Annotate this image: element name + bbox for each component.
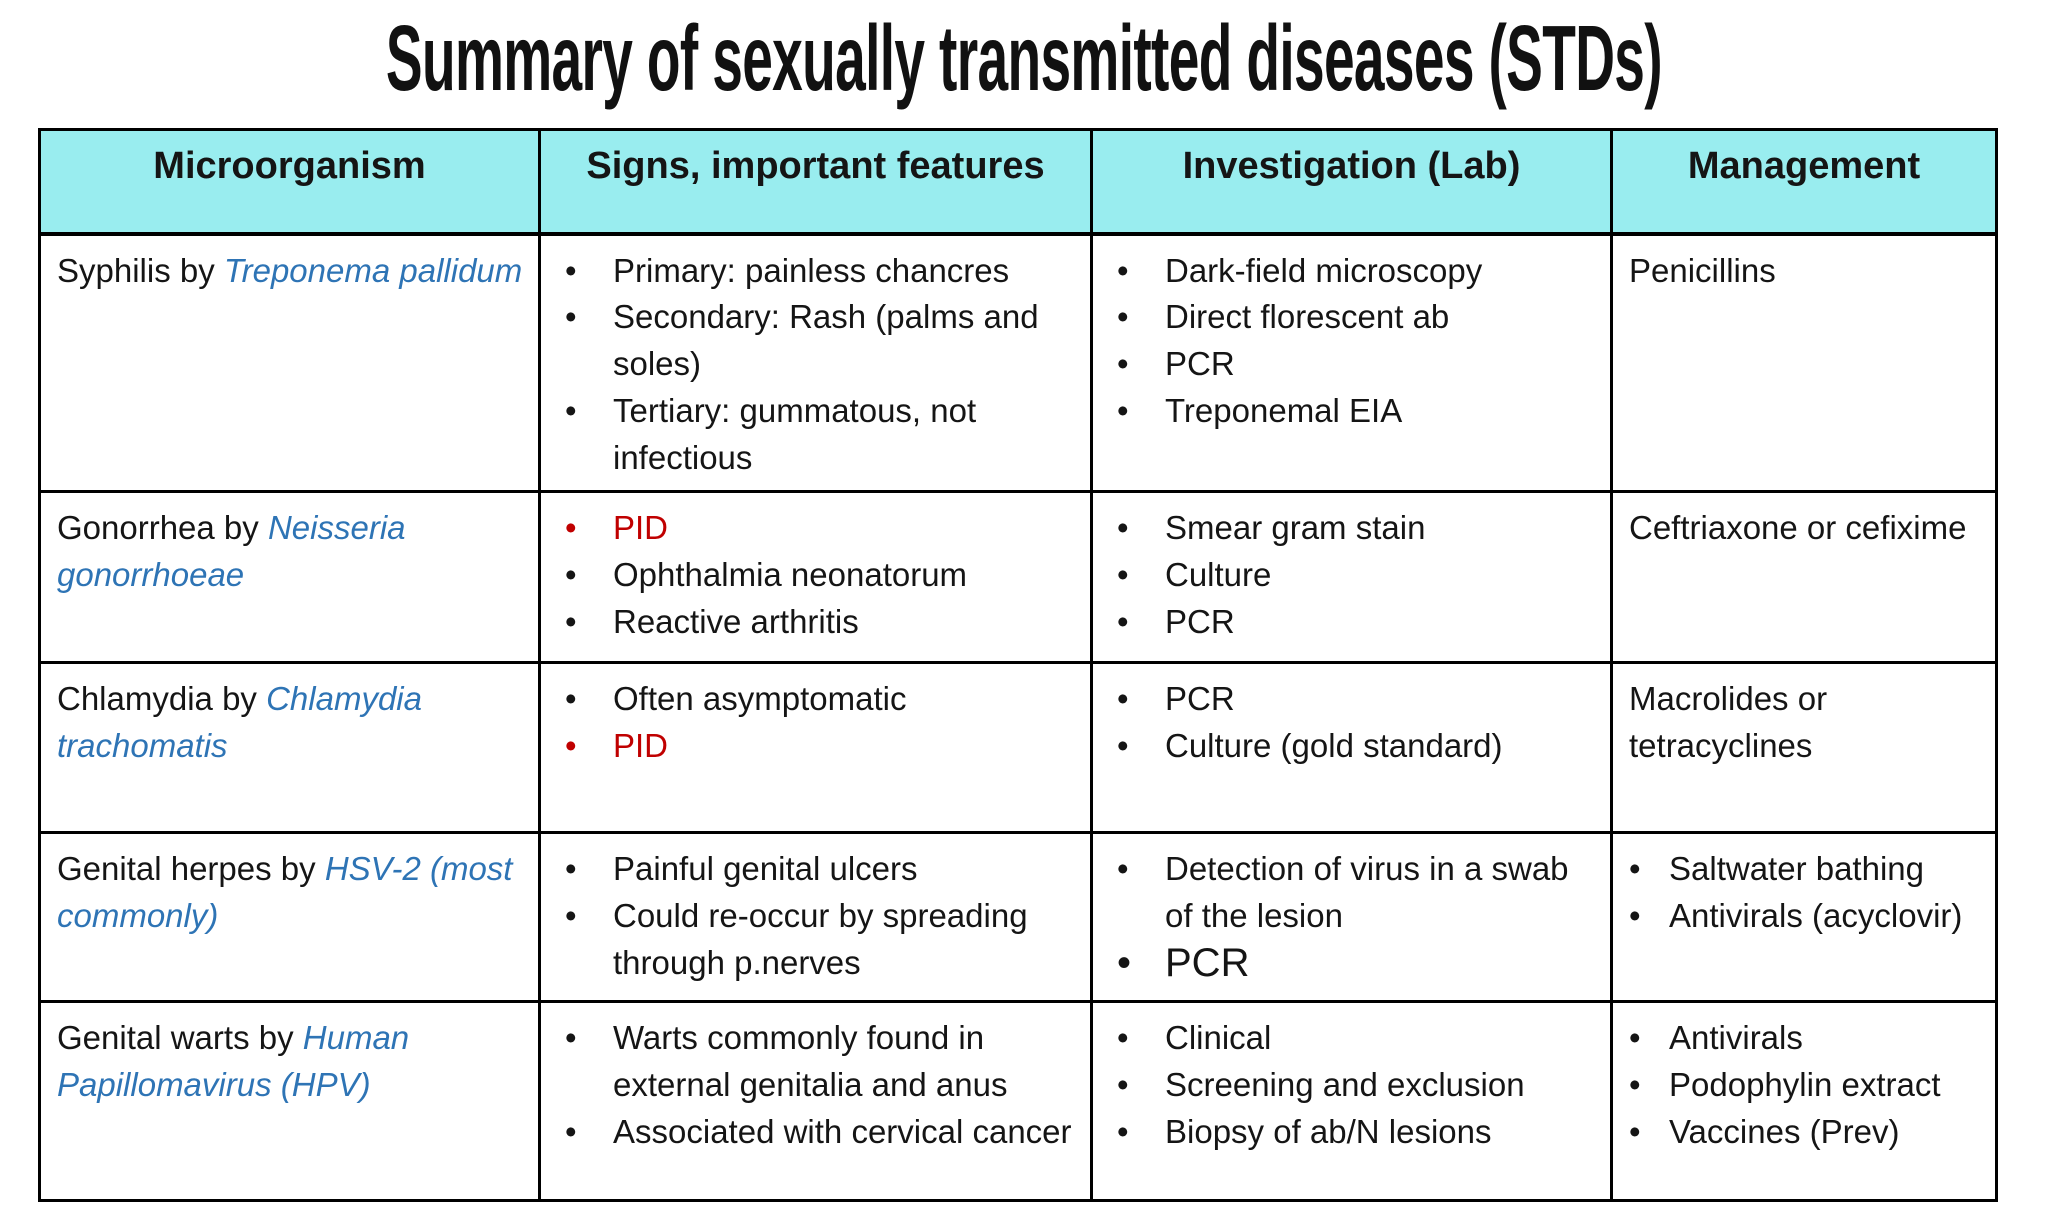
investigation-cell: Smear gram stain Culture PCR xyxy=(1090,489,1613,664)
list-item: Antivirals (acyclovir) xyxy=(1613,893,1989,940)
organism-cell: Chlamydia by Chlamydia trachomatis xyxy=(38,660,541,834)
investigation-list: Dark-field microscopy Direct florescent … xyxy=(1093,236,1610,443)
std-summary-table: Microorganism Signs, important features … xyxy=(38,128,1998,1202)
management-cell: Ceftriaxone or cefixime xyxy=(1610,489,1998,664)
organism-name: Treponema pallidum xyxy=(223,251,523,289)
list-item: Podophylin extract xyxy=(1613,1062,1989,1109)
col-header-investigation: Investigation (Lab) xyxy=(1090,128,1613,236)
list-item: Detection of virus in a swab of the lesi… xyxy=(1093,846,1604,940)
management-cell: Penicillins xyxy=(1610,232,1998,493)
investigation-cell: Dark-field microscopy Direct florescent … xyxy=(1090,232,1613,493)
list-item: PCR xyxy=(1093,940,1604,987)
list-item: Warts commonly found in external genital… xyxy=(541,1015,1084,1109)
list-item: Screening and exclusion xyxy=(1093,1062,1604,1109)
list-item: Clinical xyxy=(1093,1015,1604,1062)
disease-name: Gonorrhea by xyxy=(57,508,268,546)
investigation-list: Smear gram stain Culture PCR xyxy=(1093,493,1610,654)
table-row-gonorrhea: Gonorrhea by Neisseria gonorrhoeae PID O… xyxy=(38,489,1998,664)
list-item: Antivirals xyxy=(1613,1015,1989,1062)
list-item: Culture xyxy=(1093,552,1604,599)
list-item: Ophthalmia neonatorum xyxy=(541,552,1084,599)
management-text: Macrolides or tetracyclines xyxy=(1629,679,1828,764)
list-item: Saltwater bathing xyxy=(1613,846,1989,893)
management-cell: Antivirals Podophylin extract Vaccines (… xyxy=(1610,999,1998,1202)
signs-cell: Primary: painless chancres Secondary: Ra… xyxy=(538,232,1093,493)
management-list: Saltwater bathing Antivirals (acyclovir) xyxy=(1613,834,1995,948)
disease-name: Chlamydia by xyxy=(57,679,267,717)
organism-cell: Syphilis by Treponema pallidum xyxy=(38,232,541,493)
management-list: Antivirals Podophylin extract Vaccines (… xyxy=(1613,1003,1995,1164)
organism-cell: Genital herpes by HSV-2 (most commonly) xyxy=(38,830,541,1003)
list-item: PCR xyxy=(1093,599,1604,646)
investigation-list: PCR Culture (gold standard) xyxy=(1093,664,1610,778)
table-row-genital-herpes: Genital herpes by HSV-2 (most commonly) … xyxy=(38,830,1998,1003)
signs-cell: Painful genital ulcers Could re-occur by… xyxy=(538,830,1093,1003)
signs-list: Primary: painless chancres Secondary: Ra… xyxy=(541,236,1090,490)
page-title: Summary of sexually transmitted diseases… xyxy=(385,7,1663,111)
signs-cell: Warts commonly found in external genital… xyxy=(538,999,1093,1202)
col-header-signs: Signs, important features xyxy=(538,128,1093,236)
page-title-wrap: Summary of sexually transmitted diseases… xyxy=(0,6,2048,111)
signs-list: PID Ophthalmia neonatorum Reactive arthr… xyxy=(541,493,1090,654)
organism-name: Human Papillomavirus (HPV) xyxy=(57,1018,410,1103)
list-item: Biopsy of ab/N lesions xyxy=(1093,1109,1604,1156)
signs-list: Warts commonly found in external genital… xyxy=(541,1003,1090,1164)
investigation-list: Detection of virus in a swab of the lesi… xyxy=(1093,834,1610,995)
list-item: Secondary: Rash (palms and soles) xyxy=(541,294,1084,388)
organism-name: HSV-2 (most commonly) xyxy=(57,849,513,934)
investigation-cell: Clinical Screening and exclusion Biopsy … xyxy=(1090,999,1613,1202)
list-item: Treponemal EIA xyxy=(1093,388,1604,435)
list-item: Culture (gold standard) xyxy=(1093,723,1604,770)
organism-cell: Gonorrhea by Neisseria gonorrhoeae xyxy=(38,489,541,664)
list-item: Tertiary: gummatous, not infectious xyxy=(541,388,1084,482)
list-item: PID xyxy=(541,723,1084,770)
disease-name: Syphilis by xyxy=(57,251,224,289)
disease-name: Genital warts by xyxy=(57,1018,303,1056)
col-header-microorganism: Microorganism xyxy=(38,128,541,236)
table-row-genital-warts: Genital warts by Human Papillomavirus (H… xyxy=(38,999,1998,1202)
list-item: Could re-occur by spreading through p.ne… xyxy=(541,893,1084,987)
list-item: Often asymptomatic xyxy=(541,676,1084,723)
list-item: PID xyxy=(541,505,1084,552)
signs-cell: Often asymptomatic PID xyxy=(538,660,1093,834)
col-header-management: Management xyxy=(1610,128,1998,236)
organism-name: Chlamydia trachomatis xyxy=(57,679,422,764)
list-item: Direct florescent ab xyxy=(1093,294,1604,341)
organism-name: Neisseria gonorrhoeae xyxy=(57,508,406,593)
table-row-syphilis: Syphilis by Treponema pallidum Primary: … xyxy=(38,232,1998,493)
management-text: Ceftriaxone or cefixime xyxy=(1629,508,1967,546)
investigation-list: Clinical Screening and exclusion Biopsy … xyxy=(1093,1003,1610,1164)
disease-name: Genital herpes by xyxy=(57,849,325,887)
list-item: Primary: painless chancres xyxy=(541,248,1084,295)
header-row: Microorganism Signs, important features … xyxy=(38,128,1998,236)
organism-cell: Genital warts by Human Papillomavirus (H… xyxy=(38,999,541,1202)
list-item: Associated with cervical cancer xyxy=(541,1109,1084,1156)
signs-list: Painful genital ulcers Could re-occur by… xyxy=(541,834,1090,995)
signs-list: Often asymptomatic PID xyxy=(541,664,1090,778)
list-item: Smear gram stain xyxy=(1093,505,1604,552)
list-item: Reactive arthritis xyxy=(541,599,1084,646)
list-item: PCR xyxy=(1093,341,1604,388)
management-cell: Macrolides or tetracyclines xyxy=(1610,660,1998,834)
management-cell: Saltwater bathing Antivirals (acyclovir) xyxy=(1610,830,1998,1003)
signs-cell: PID Ophthalmia neonatorum Reactive arthr… xyxy=(538,489,1093,664)
investigation-cell: PCR Culture (gold standard) xyxy=(1090,660,1613,834)
table-row-chlamydia: Chlamydia by Chlamydia trachomatis Often… xyxy=(38,660,1998,834)
list-item: Dark-field microscopy xyxy=(1093,248,1604,295)
list-item: Painful genital ulcers xyxy=(541,846,1084,893)
investigation-cell: Detection of virus in a swab of the lesi… xyxy=(1090,830,1613,1003)
list-item: PCR xyxy=(1093,676,1604,723)
management-text: Penicillins xyxy=(1629,251,1776,289)
list-item: Vaccines (Prev) xyxy=(1613,1109,1989,1156)
